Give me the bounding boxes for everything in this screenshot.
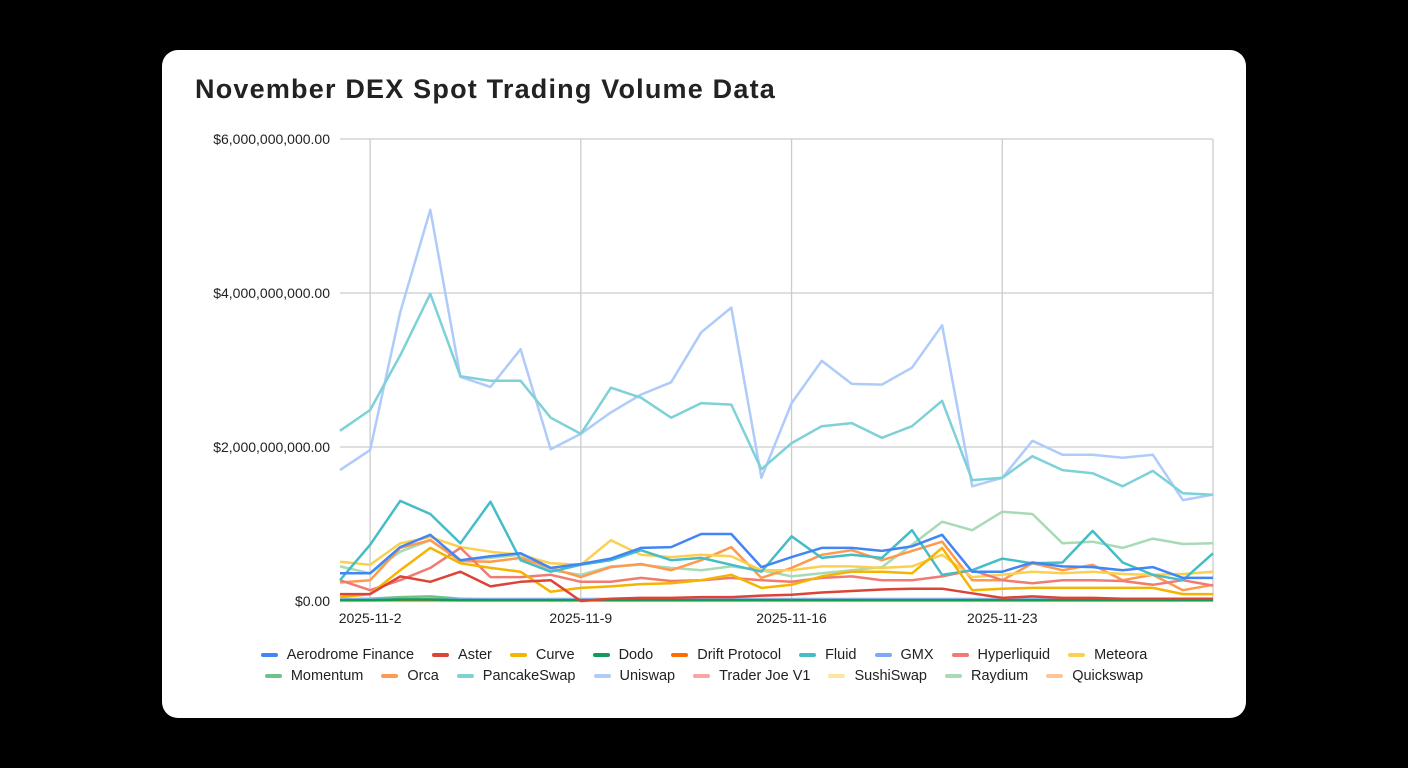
legend-label: Dodo	[618, 647, 654, 663]
series-line-uniswap	[339, 208, 1214, 502]
legend-label: Aerodrome Finance	[286, 647, 415, 663]
legend-item: Meteora	[1068, 647, 1147, 663]
legend-item: Momentum	[264, 668, 364, 684]
legend-label: Curve	[535, 647, 575, 663]
y-tick-label: $6,000,000,000.00	[213, 131, 330, 147]
chart-title: November DEX Spot Trading Volume Data	[195, 74, 776, 104]
x-tick-label: 2025-11-16	[756, 610, 827, 626]
legend-swatch	[828, 674, 846, 678]
legend-item: Orca	[381, 668, 439, 684]
series-line-aster	[340, 570, 1213, 603]
line-chart: $0.00 $2,000,000,000.00 $4,000,000,000.00 $…	[213, 131, 1214, 626]
legend-item: Aerodrome Finance	[260, 647, 415, 663]
legend-swatch	[260, 653, 278, 657]
legend-label: GMX	[900, 647, 934, 663]
legend-label: Uniswap	[619, 668, 676, 684]
legend-item: Fluid	[799, 647, 857, 663]
legend-label: Raydium	[971, 668, 1029, 684]
series-line-aerodrome-finance	[340, 532, 1213, 580]
series-line-pancakeswap	[339, 292, 1214, 496]
legend-item: Trader Joe V1	[693, 668, 810, 684]
legend-label: Fluid	[825, 647, 857, 663]
legend-item: Quickswap	[1046, 668, 1143, 684]
y-tick-label: $0.00	[295, 593, 330, 609]
legend-item: PancakeSwap	[456, 668, 576, 684]
legend-label: Drift Protocol	[697, 647, 782, 663]
series-line-dodo	[340, 598, 1213, 602]
legend-swatch	[509, 653, 527, 657]
series-line-hyperliquid	[339, 546, 1214, 592]
legend-swatch	[874, 653, 892, 657]
legend-swatch	[381, 674, 399, 678]
y-tick-label: $2,000,000,000.00	[213, 439, 330, 455]
legend-item: SushiSwap	[828, 668, 927, 684]
legend-item: GMX	[874, 647, 934, 663]
legend-swatch	[1068, 653, 1086, 657]
series-line-fluid	[339, 499, 1214, 582]
x-tick-label: 2025-11-9	[549, 610, 612, 626]
series-line-meteora	[339, 535, 1214, 579]
legend-row: Momentum Orca PancakeSwap Uniswap Trader Joe…	[162, 668, 1246, 684]
legend-item: Raydium	[945, 668, 1028, 684]
legend-label: Trader Joe V1	[719, 668, 811, 684]
legend-item: Aster	[432, 647, 492, 663]
series-line-curve	[339, 546, 1213, 599]
legend-label: Meteora	[1094, 647, 1148, 663]
x-tick-label: 2025-11-23	[967, 610, 1038, 626]
legend-label: SushiSwap	[854, 668, 927, 684]
legend-swatch	[1046, 674, 1064, 678]
legend-item: Curve	[509, 647, 575, 663]
series-line-orca	[339, 538, 1214, 592]
legend-label: PancakeSwap	[482, 668, 576, 684]
legend-swatch	[264, 674, 282, 678]
chart-card: November DEX Spot Trading Volume Data $0…	[162, 50, 1246, 718]
legend-label: Orca	[407, 668, 439, 684]
legend-label: Momentum	[290, 668, 364, 684]
y-tick-label: $4,000,000,000.00	[213, 285, 330, 301]
legend-swatch	[456, 674, 474, 678]
legend-item: Uniswap	[593, 668, 676, 684]
legend-swatch	[592, 653, 610, 657]
legend-label: Hyperliquid	[977, 647, 1051, 663]
legend-swatch	[799, 653, 817, 657]
legend-swatch	[951, 653, 969, 657]
legend-label: Aster	[458, 647, 492, 663]
legend-swatch	[693, 674, 711, 678]
legend-row: Aerodrome Finance Aster Curve Dodo Drift Pro…	[162, 647, 1246, 663]
legend-item: Dodo	[592, 647, 654, 663]
legend-label: Quickswap	[1072, 668, 1144, 684]
legend-swatch	[945, 674, 962, 678]
legend-swatch	[671, 653, 689, 657]
x-tick-label: 2025-11-2	[339, 610, 402, 626]
legend-swatch	[432, 653, 450, 657]
legend-item: Hyperliquid	[951, 647, 1051, 663]
legend-swatch	[593, 674, 611, 678]
legend-item: Drift Protocol	[671, 647, 781, 663]
